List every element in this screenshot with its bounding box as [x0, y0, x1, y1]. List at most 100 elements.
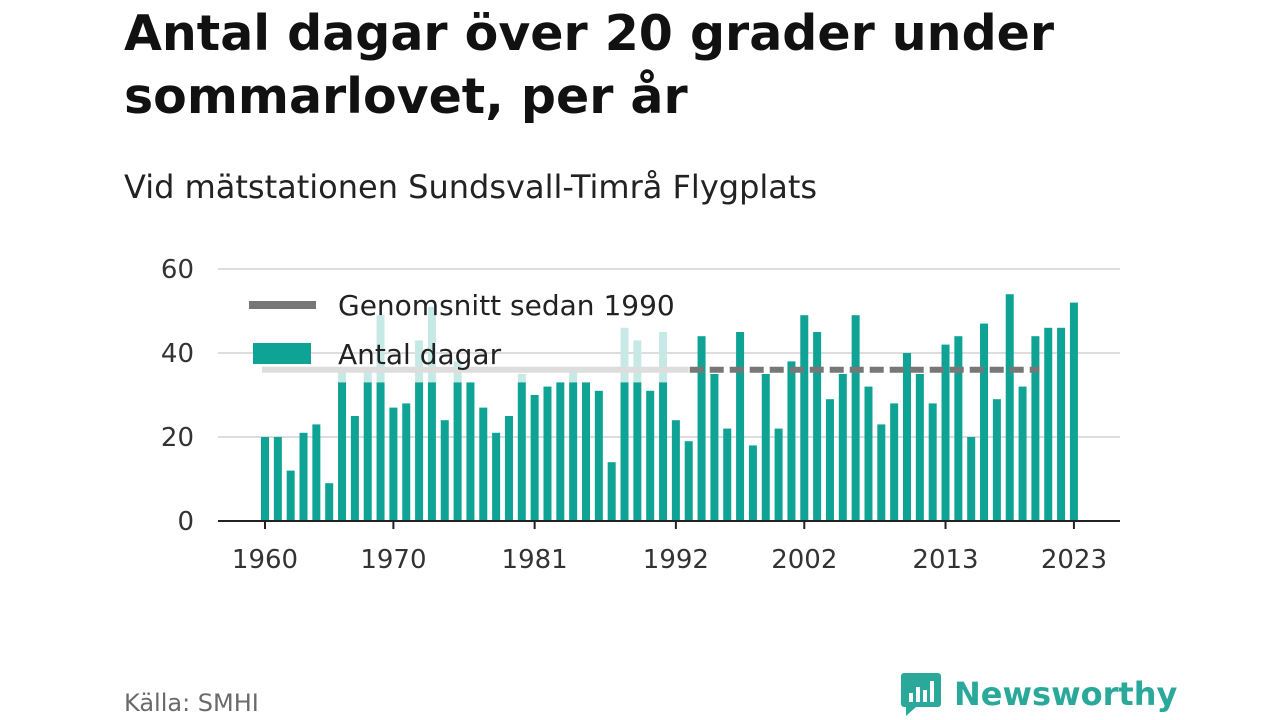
bar-2021: [1044, 327, 1053, 521]
bar-solid-part: [415, 382, 424, 521]
bar-2018: [1005, 294, 1014, 521]
bar-solid-part: [1031, 336, 1040, 521]
bar-2003: [813, 332, 822, 521]
bar-chart: 0 20 40 60 Genomsnitt sedan 1990 Antal daga…: [161, 255, 1120, 575]
bar-1975: [453, 361, 462, 521]
x-tick-label: 2002: [771, 545, 837, 575]
bar-solid-part: [915, 374, 924, 521]
bar-1984: [569, 369, 578, 521]
x-tick-label: 2013: [912, 545, 978, 575]
bar-faded-part: [427, 306, 436, 383]
legend: Genomsnitt sedan 1990 Antal dagar: [249, 289, 675, 371]
bar-solid-part: [582, 382, 590, 521]
bar-2006: [851, 315, 860, 521]
x-tick-label: 1992: [643, 545, 709, 575]
x-tick-label: 1970: [360, 545, 426, 575]
bar-1976: [466, 382, 475, 521]
bar-solid-part: [684, 441, 693, 521]
bar-1998: [748, 445, 757, 521]
bar-solid-part: [363, 382, 372, 521]
bar-1985: [582, 382, 590, 521]
bar-solid-part: [671, 420, 680, 521]
bar-solid-part: [748, 445, 757, 521]
bar-solid-part: [543, 386, 552, 521]
bar-1987: [607, 462, 616, 521]
bar-solid-part: [838, 374, 847, 521]
bar-2002: [800, 315, 809, 521]
bar-solid-part: [941, 344, 950, 521]
bar-1983: [556, 382, 565, 521]
bar-1966: [338, 369, 347, 521]
legend-label-bars: Antal dagar: [338, 338, 502, 371]
bar-solid-part: [402, 403, 411, 521]
bar-solid-part: [1005, 294, 1014, 521]
bar-solid-part: [659, 382, 668, 521]
bar-1969: [376, 315, 385, 521]
bar-solid-part: [800, 315, 809, 521]
bar-solid-part: [697, 336, 706, 521]
x-tick-label: 1981: [502, 545, 568, 575]
bar-2023: [1069, 302, 1078, 521]
bar-1989: [633, 340, 642, 521]
bar-2016: [980, 323, 989, 521]
bar-solid-part: [967, 437, 976, 521]
bar-solid-part: [440, 420, 449, 521]
bar-2004: [825, 399, 834, 521]
bar-1977: [479, 407, 488, 521]
bar-faded-part: [338, 369, 347, 383]
bars-group: [261, 294, 1078, 521]
bar-1978: [492, 432, 501, 521]
bar-solid-part: [710, 374, 719, 521]
bar-solid-part: [851, 315, 860, 521]
bar-2007: [864, 386, 873, 521]
bar-solid-part: [736, 332, 745, 521]
bar-solid-part: [864, 386, 873, 521]
bar-solid-part: [517, 382, 526, 521]
bar-solid-part: [761, 374, 770, 521]
chart-title: Antal dagar över 20 grader under sommarl…: [124, 5, 1055, 125]
bar-1997: [736, 332, 745, 521]
bar-solid-part: [633, 382, 642, 521]
bar-1993: [684, 441, 693, 521]
bar-solid-part: [1069, 302, 1078, 521]
bar-solid-part: [620, 382, 629, 521]
bar-solid-part: [1018, 386, 1027, 521]
bar-1981: [530, 395, 539, 521]
y-tick-label: 40: [161, 339, 194, 369]
bar-solid-part: [427, 382, 436, 521]
bar-1968: [363, 369, 372, 521]
bar-1995: [710, 374, 719, 521]
bar-solid-part: [903, 353, 911, 521]
bar-faded-part: [569, 369, 578, 383]
bar-solid-part: [992, 399, 1001, 521]
bar-faded-part: [620, 327, 629, 383]
bar-solid-part: [877, 424, 886, 521]
bar-2013: [941, 344, 950, 521]
bar-solid-part: [479, 407, 488, 521]
bar-solid-part: [299, 432, 308, 521]
bar-1990: [646, 390, 655, 521]
bar-1967: [350, 416, 359, 521]
bar-2005: [838, 374, 847, 521]
bar-1994: [697, 336, 706, 521]
bar-1982: [543, 386, 552, 521]
bar-solid-part: [825, 399, 834, 521]
y-axis: 0 20 40 60: [161, 255, 194, 537]
bar-solid-part: [492, 432, 501, 521]
bar-2014: [954, 336, 963, 521]
bar-faded-part: [633, 340, 642, 383]
bar-faded-part: [415, 340, 424, 383]
bar-solid-part: [312, 424, 321, 521]
bar-1961: [273, 437, 282, 521]
brand-name: Newsworthy: [954, 675, 1178, 713]
bar-1973: [427, 306, 436, 521]
legend-swatch-bars: [253, 343, 311, 364]
bar-1964: [312, 424, 321, 521]
bar-solid-part: [530, 395, 539, 521]
bar-2015: [967, 437, 976, 521]
bar-1972: [415, 340, 424, 521]
y-tick-label: 20: [161, 423, 194, 453]
bar-1963: [299, 432, 308, 521]
chart-subtitle: Vid mätstationen Sundsvall-Timrå Flygpla…: [124, 168, 818, 206]
bar-1979: [504, 416, 513, 521]
